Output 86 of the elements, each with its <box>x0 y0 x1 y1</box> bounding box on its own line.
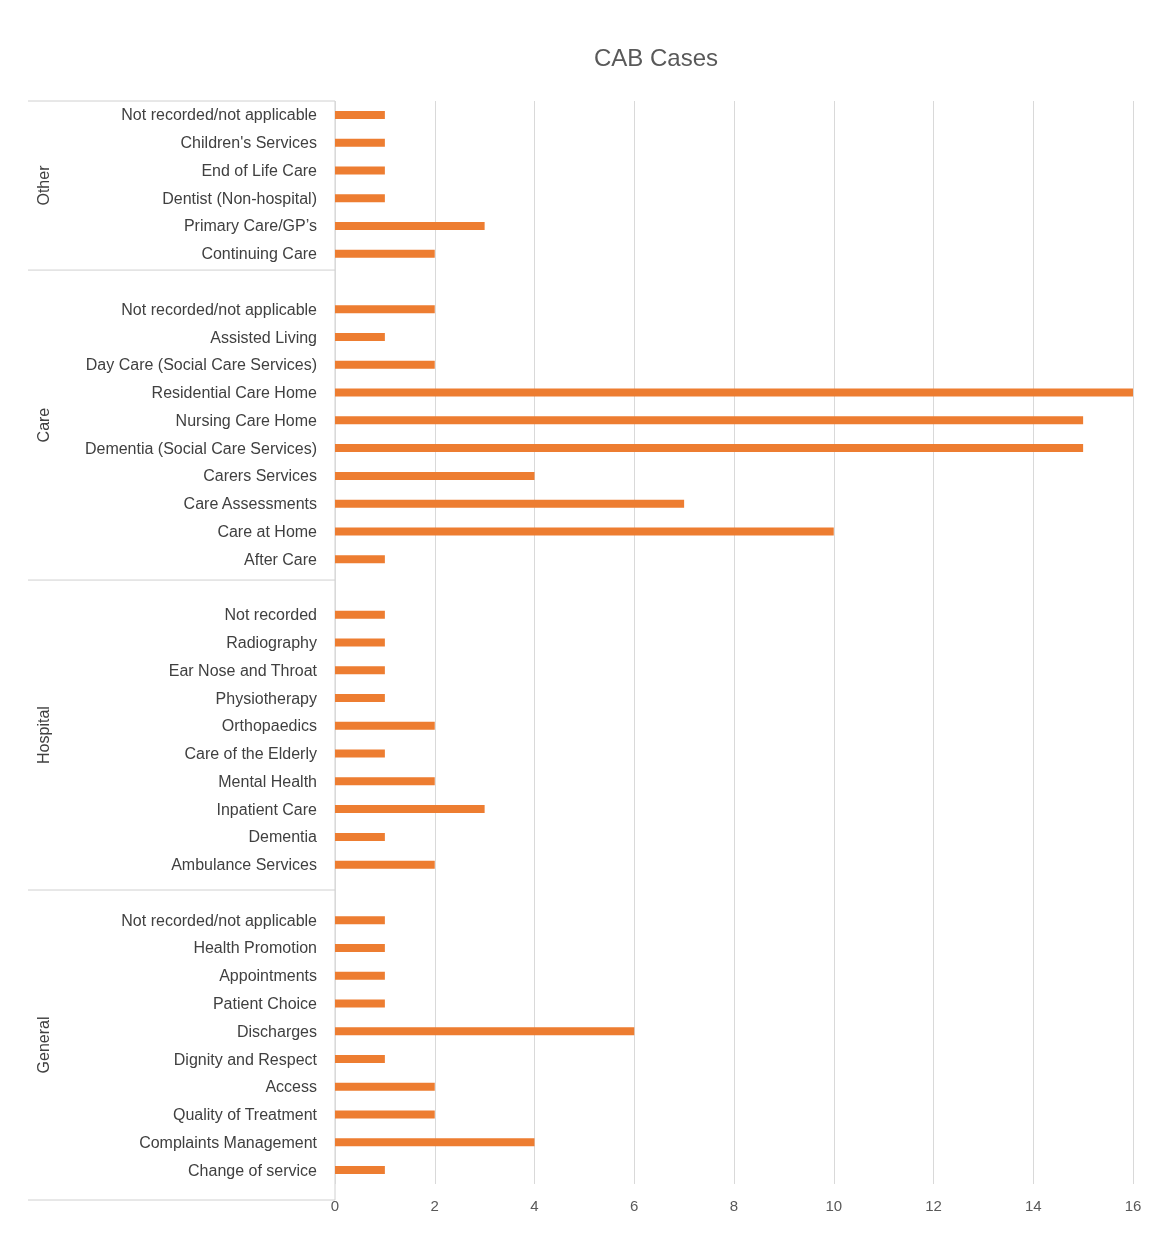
y-tick-label: Not recorded/not applicable <box>121 911 318 929</box>
y-tick-label: Care Assessments <box>183 495 317 513</box>
bar <box>335 305 435 314</box>
bar <box>335 610 385 619</box>
chart-title: CAB Cases <box>593 43 719 71</box>
bar <box>335 916 385 925</box>
y-tick-label: Not recorded/not applicable <box>121 300 318 318</box>
y-tick-label: Discharges <box>236 1022 317 1040</box>
y-tick-label: Residential Care Home <box>151 384 318 402</box>
bar <box>335 1110 435 1119</box>
bar <box>335 499 685 508</box>
y-tick-label: Change of service <box>188 1161 318 1179</box>
y-tick-label: Ambulance Services <box>171 856 317 874</box>
y-tick-label: End of Life Care <box>201 161 318 179</box>
text: General <box>34 1016 52 1074</box>
bar <box>335 555 385 564</box>
bar <box>335 638 385 647</box>
y-tick-label: Quality of Treatment <box>172 1106 318 1124</box>
x-tick-label: 16 <box>1124 1197 1142 1214</box>
x-tick-label: 0 <box>330 1197 340 1214</box>
bar <box>335 749 385 758</box>
bar <box>335 194 385 203</box>
y-tick-label: Mental Health <box>218 772 317 790</box>
bar <box>335 721 435 730</box>
bar <box>335 666 385 675</box>
bar <box>335 971 385 980</box>
y-tick-label: Children's Services <box>180 134 317 152</box>
y-tick-label: Continuing Care <box>201 245 318 263</box>
bar <box>335 333 385 342</box>
y-tick-label: Care at Home <box>217 522 318 540</box>
y-tick-label: Ear Nose and Throat <box>168 661 318 679</box>
y-tick-label: Access <box>265 1078 317 1096</box>
bar <box>335 471 535 480</box>
bar <box>335 1138 535 1147</box>
bar <box>335 388 1133 397</box>
y-tick-label: Physiotherapy <box>215 689 317 707</box>
y-tick-label: Not recorded/not applicable <box>121 106 318 124</box>
y-tick-label: Carers Services <box>203 467 317 485</box>
bar <box>335 444 1084 453</box>
bar <box>335 166 385 175</box>
x-tick-label: 2 <box>430 1197 439 1214</box>
bar <box>335 138 385 147</box>
y-tick-label: Orthopaedics <box>221 717 317 735</box>
y-tick-label: Primary Care/GP’s <box>183 217 317 235</box>
text: Other <box>34 164 52 206</box>
y-tick-label: Dignity and Respect <box>173 1050 318 1068</box>
y-tick-label: Nursing Care Home <box>175 411 318 429</box>
bar <box>335 1082 435 1091</box>
x-tick-label: 6 <box>630 1197 639 1214</box>
bar <box>335 943 385 952</box>
bar <box>335 832 385 841</box>
bar <box>335 1166 385 1175</box>
bar <box>335 221 485 230</box>
y-tick-label: Health Promotion <box>193 939 317 957</box>
y-tick-label: Complaints Management <box>139 1133 318 1151</box>
bar <box>335 249 435 258</box>
x-tick-label: 4 <box>530 1197 539 1214</box>
bar <box>335 1027 635 1036</box>
text: Care <box>34 407 52 443</box>
y-tick-label: Dementia (Social Care Services) <box>84 439 317 457</box>
y-tick-label: Day Care (Social Care Services) <box>85 356 317 374</box>
y-tick-label: After Care <box>244 550 318 568</box>
bar <box>335 527 834 536</box>
y-tick-label: Radiography <box>226 634 317 651</box>
y-tick-label: Dementia <box>248 828 318 846</box>
x-tick-label: 14 <box>1024 1197 1042 1214</box>
y-tick-label: Assisted Living <box>210 328 317 346</box>
bar <box>335 777 435 786</box>
y-tick-label: Care of the Elderly <box>184 745 317 763</box>
bar <box>335 360 435 369</box>
x-tick-label: 12 <box>925 1197 942 1214</box>
y-tick-label: Not recorded <box>224 606 317 624</box>
y-tick-label: Dentist (Non-hospital) <box>162 189 317 207</box>
x-tick-label: 10 <box>825 1197 843 1214</box>
bar <box>335 416 1084 425</box>
x-tick-label: 8 <box>729 1197 739 1214</box>
y-tick-label: Appointments <box>219 967 317 985</box>
bar <box>335 860 435 869</box>
bar <box>335 805 485 814</box>
bar <box>335 999 385 1008</box>
bar <box>335 110 385 119</box>
text: Hospital <box>34 706 52 764</box>
bar <box>335 694 385 703</box>
y-tick-label: Patient Choice <box>212 995 318 1012</box>
bar <box>335 1055 385 1064</box>
y-tick-label: Inpatient Care <box>216 800 318 818</box>
